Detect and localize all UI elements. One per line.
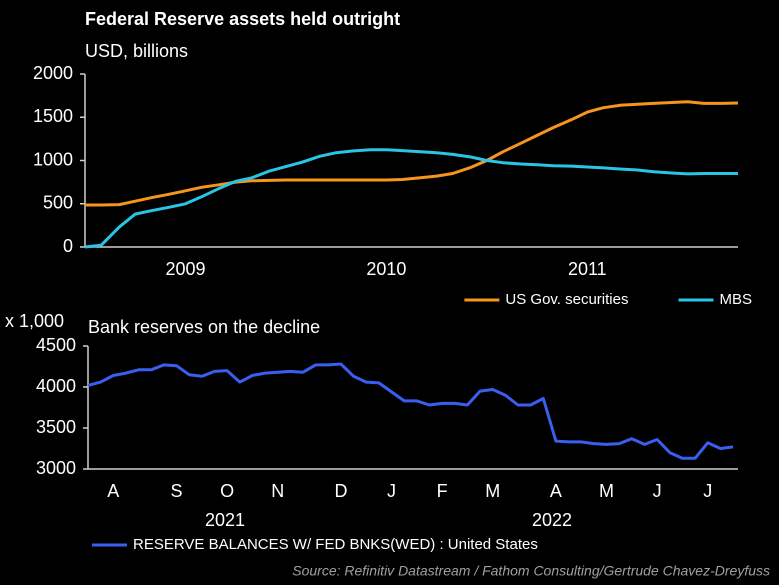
y-axis-label: x 1,000 (5, 311, 64, 331)
source: Source: Refinitiv Datastream / Fathom Co… (292, 563, 770, 579)
x-tick-label: M (599, 481, 614, 501)
x-tick-label: M (485, 481, 500, 501)
y-tick-label: 2000 (33, 63, 73, 83)
x-tick-label: 2010 (366, 259, 406, 279)
y-tick-label: 1000 (33, 149, 73, 169)
year-label: 2021 (205, 510, 245, 530)
x-tick-label: J (387, 481, 396, 501)
legend-label: MBS (719, 291, 752, 308)
x-tick-label: D (334, 481, 347, 501)
series-line (85, 100, 739, 207)
legend-label: RESERVE BALANCES W/ FED BNKS(WED) : Unit… (133, 536, 538, 553)
chart-title: Federal Reserve assets held outright (85, 9, 400, 29)
legend-label: US Gov. securities (505, 291, 628, 308)
y-tick-label: 1500 (33, 106, 73, 126)
y-tick-label: 0 (63, 236, 73, 256)
x-tick-label: A (107, 481, 119, 501)
year-label: 2022 (532, 510, 572, 530)
chart-subtitle: USD, billions (85, 41, 188, 61)
y-tick-label: 500 (43, 193, 73, 213)
x-tick-label: S (171, 481, 183, 501)
x-tick-label: F (437, 481, 448, 501)
y-tick-label: 4000 (36, 376, 76, 396)
x-tick-label: O (220, 481, 234, 501)
series-line (87, 362, 734, 460)
y-tick-label: 4500 (36, 335, 76, 355)
x-tick-label: J (703, 481, 712, 501)
y-tick-label: 3000 (36, 458, 76, 478)
y-tick-label: 3500 (36, 417, 76, 437)
series-line (84, 148, 738, 249)
x-tick-label: 2009 (165, 259, 205, 279)
x-tick-label: 2011 (568, 259, 607, 279)
x-tick-label: N (271, 481, 284, 501)
x-tick-label: J (653, 481, 662, 501)
chart-title: Bank reserves on the decline (88, 317, 320, 337)
x-tick-label: A (550, 481, 562, 501)
